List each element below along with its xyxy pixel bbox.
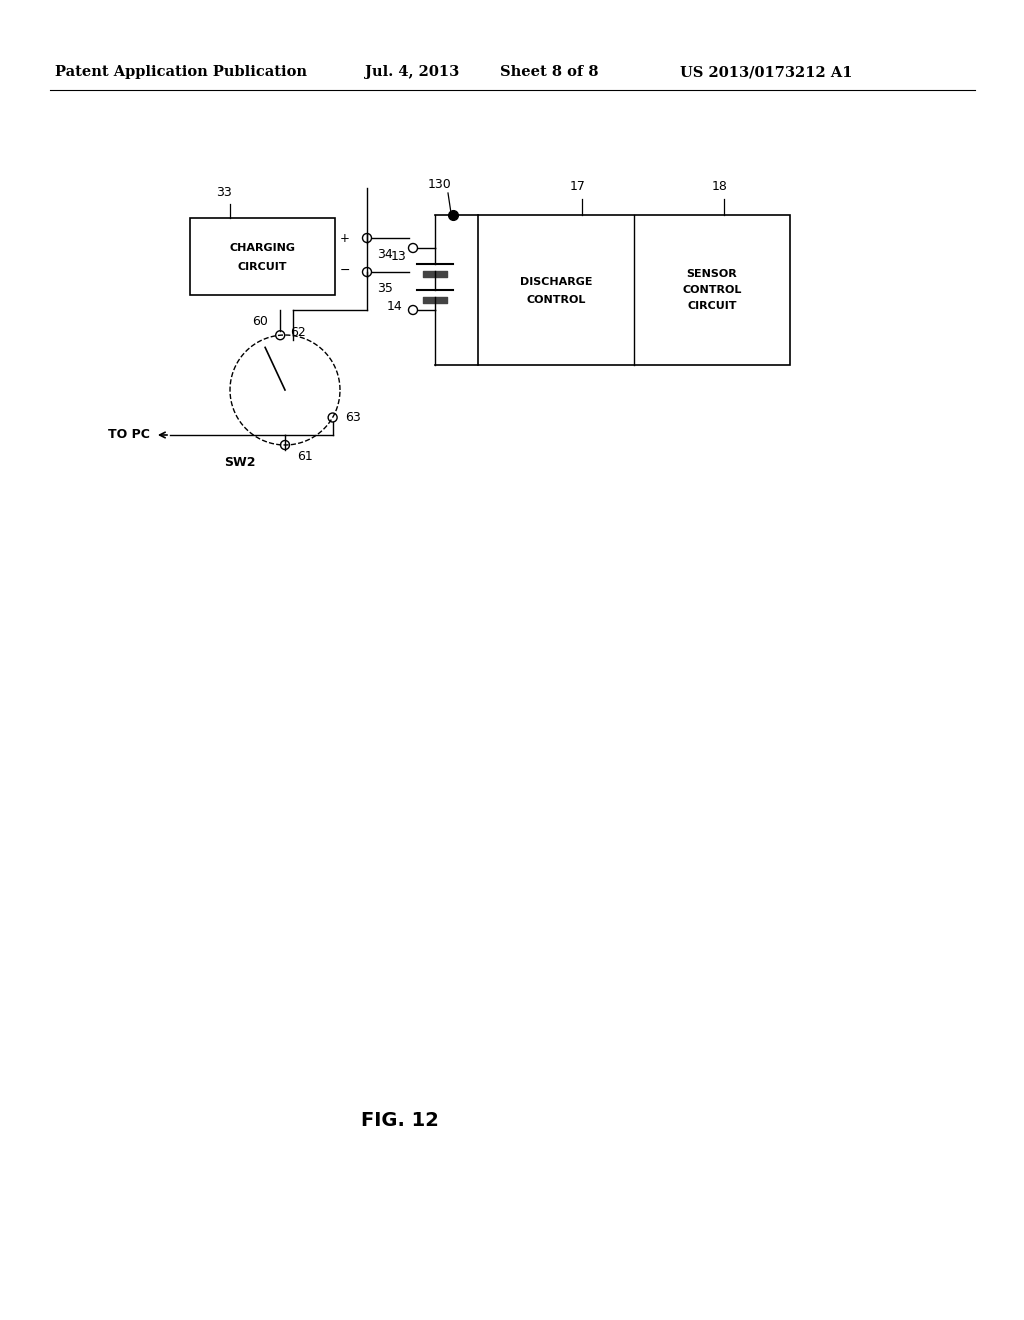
Circle shape bbox=[409, 305, 418, 314]
Text: TO PC: TO PC bbox=[109, 429, 150, 441]
Text: 130: 130 bbox=[428, 178, 452, 191]
Text: US 2013/0173212 A1: US 2013/0173212 A1 bbox=[680, 65, 853, 79]
Text: −: − bbox=[340, 264, 350, 276]
Text: 60: 60 bbox=[252, 314, 268, 327]
Bar bbox=[190, 218, 335, 294]
Text: 61: 61 bbox=[297, 450, 312, 463]
Text: +: + bbox=[340, 231, 350, 244]
Text: CIRCUIT: CIRCUIT bbox=[238, 261, 288, 272]
Text: 63: 63 bbox=[345, 411, 360, 424]
Text: FIG. 12: FIG. 12 bbox=[361, 1110, 439, 1130]
Text: CIRCUIT: CIRCUIT bbox=[687, 301, 736, 312]
Text: Sheet 8 of 8: Sheet 8 of 8 bbox=[500, 65, 598, 79]
Text: Patent Application Publication: Patent Application Publication bbox=[55, 65, 307, 79]
Text: 18: 18 bbox=[712, 181, 728, 194]
Text: 14: 14 bbox=[387, 300, 402, 313]
Text: SENSOR: SENSOR bbox=[687, 269, 737, 279]
Text: 13: 13 bbox=[391, 251, 407, 264]
Text: 17: 17 bbox=[570, 181, 586, 194]
Text: 62: 62 bbox=[290, 326, 306, 339]
Text: CHARGING: CHARGING bbox=[229, 243, 296, 253]
Bar bbox=[478, 215, 790, 366]
Circle shape bbox=[275, 331, 285, 339]
Text: 35: 35 bbox=[377, 281, 393, 294]
Circle shape bbox=[362, 268, 372, 276]
Text: SW2: SW2 bbox=[224, 457, 256, 470]
Text: DISCHARGE: DISCHARGE bbox=[520, 277, 592, 286]
Circle shape bbox=[328, 413, 337, 422]
Text: CONTROL: CONTROL bbox=[682, 285, 741, 294]
Circle shape bbox=[409, 243, 418, 252]
Text: 34: 34 bbox=[377, 248, 393, 261]
Text: 33: 33 bbox=[216, 186, 231, 198]
Circle shape bbox=[281, 441, 290, 450]
Text: CONTROL: CONTROL bbox=[526, 294, 586, 305]
Text: Jul. 4, 2013: Jul. 4, 2013 bbox=[365, 65, 459, 79]
Circle shape bbox=[362, 234, 372, 243]
